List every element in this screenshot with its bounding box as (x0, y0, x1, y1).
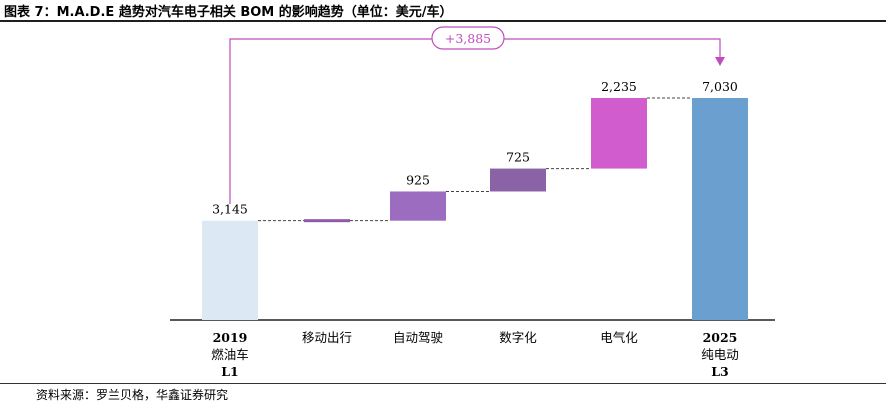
annotation-badge (431, 26, 505, 50)
chart-title: 图表 7：M.A.D.E 趋势对汽车电子相关 BOM 的影响趋势（单位：美元/车… (4, 5, 453, 20)
annotation-label: +3,885 (445, 31, 491, 46)
x-tick-label: L3 (711, 364, 729, 379)
x-tick-label: 2019 (213, 330, 248, 345)
bar-2025 (692, 98, 748, 320)
bar-autonomous (390, 191, 446, 221)
x-tick-label: L1 (221, 364, 239, 379)
footer-divider (0, 383, 886, 384)
x-tick-label: 自动驾驶 (393, 330, 444, 345)
x-tick-label: 2025 (703, 330, 738, 345)
x-tick-label: 纯电动 (701, 347, 739, 362)
data-label: 2,235 (601, 79, 637, 94)
bar-2019 (202, 220, 258, 320)
data-label: 725 (506, 150, 530, 165)
x-tick-label: 数字化 (499, 330, 537, 345)
data-label: 3,145 (212, 202, 248, 217)
bar-electric (591, 98, 647, 169)
source-note: 资料来源：罗兰贝格，华鑫证券研究 (36, 388, 229, 402)
title-divider (0, 20, 886, 22)
annotation-arrowhead (715, 57, 725, 66)
x-tick-label: 电气化 (600, 330, 638, 345)
x-tick-label: 移动出行 (302, 330, 352, 345)
bar-digital (490, 168, 546, 192)
data-label: 925 (406, 172, 430, 187)
data-label: 7,030 (702, 79, 738, 94)
x-tick-label: 燃油车 (211, 347, 249, 362)
bar-mobility (304, 219, 350, 223)
